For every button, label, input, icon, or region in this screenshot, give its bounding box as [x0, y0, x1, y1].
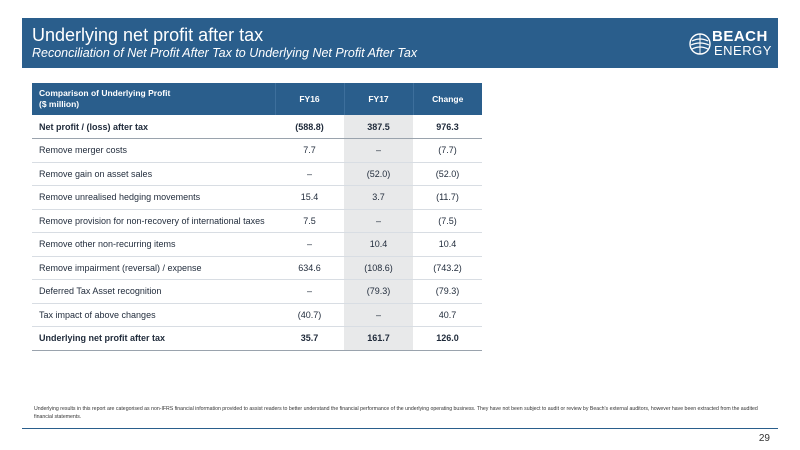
change-value: 40.7: [413, 303, 482, 327]
header-label: Comparison of Underlying Profit ($ milli…: [32, 83, 276, 115]
column-header-fy16: FY16: [275, 83, 345, 115]
table-row: Remove other non-recurring items – 10.4 …: [32, 232, 482, 257]
fy17-value: (52.0): [344, 162, 413, 186]
fy17-value: –: [344, 303, 413, 327]
change-value: (52.0): [413, 162, 482, 186]
fy16-value: 15.4: [275, 185, 344, 210]
page-subtitle: Reconciliation of Net Profit After Tax t…: [32, 46, 418, 60]
fy16-value: 7.5: [275, 209, 344, 233]
fy17-value: (108.6): [344, 256, 413, 280]
table-row: Remove impairment (reversal) / expense 6…: [32, 256, 482, 280]
fy16-value: –: [275, 279, 344, 304]
header-label-line1: Comparison of Underlying Profit: [39, 88, 171, 98]
title-banner: Underlying net profit after tax Reconcil…: [22, 18, 778, 68]
table-row-total: Underlying net profit after tax 35.7 161…: [32, 326, 482, 351]
row-label: Underlying net profit after tax: [32, 326, 275, 351]
row-label: Net profit / (loss) after tax: [32, 115, 275, 139]
fy17-value: 161.7: [344, 326, 413, 351]
change-value: (11.7): [413, 185, 482, 210]
table-row: Net profit / (loss) after tax (588.8) 38…: [32, 115, 482, 139]
row-label: Remove unrealised hedging movements: [32, 185, 275, 210]
change-value: (7.5): [413, 209, 482, 233]
logo-text-energy: ENERGY: [714, 43, 772, 58]
fy17-value: (79.3): [344, 279, 413, 304]
table-header-row: Comparison of Underlying Profit ($ milli…: [32, 83, 482, 115]
fy16-value: (40.7): [275, 303, 344, 327]
footer-divider: [22, 428, 778, 429]
change-value: (79.3): [413, 279, 482, 304]
row-label: Tax impact of above changes: [32, 303, 275, 327]
row-label: Remove merger costs: [32, 138, 275, 163]
fy16-value: –: [275, 232, 344, 257]
table-row: Deferred Tax Asset recognition – (79.3) …: [32, 279, 482, 304]
logo-text-beach: BEACH: [712, 28, 768, 45]
change-value: 126.0: [413, 326, 482, 351]
table-row: Remove provision for non-recovery of int…: [32, 209, 482, 233]
column-header-change: Change: [413, 83, 482, 115]
fy17-value: 10.4: [344, 232, 413, 257]
fy17-value: –: [344, 209, 413, 233]
fy16-value: –: [275, 162, 344, 186]
globe-logo-icon: [689, 33, 711, 55]
row-label: Deferred Tax Asset recognition: [32, 279, 275, 304]
fy17-value: 3.7: [344, 185, 413, 210]
row-label: Remove other non-recurring items: [32, 232, 275, 257]
change-value: (743.2): [413, 256, 482, 280]
row-label: Remove gain on asset sales: [32, 162, 275, 186]
page-number: 29: [758, 433, 770, 444]
header-label-line2: ($ million): [39, 99, 80, 109]
table-row: Tax impact of above changes (40.7) – 40.…: [32, 303, 482, 327]
table-row: Remove gain on asset sales – (52.0) (52.…: [32, 162, 482, 186]
column-header-fy17: FY17: [344, 83, 414, 115]
fy16-value: 7.7: [275, 138, 344, 163]
fy16-value: 634.6: [275, 256, 344, 280]
underlying-profit-table: Comparison of Underlying Profit ($ milli…: [32, 83, 482, 351]
row-label: Remove provision for non-recovery of int…: [32, 209, 275, 233]
fy16-value: (588.8): [275, 115, 344, 139]
fy16-value: 35.7: [275, 326, 344, 351]
row-label: Remove impairment (reversal) / expense: [32, 256, 275, 280]
table-row: Remove unrealised hedging movements 15.4…: [32, 185, 482, 210]
fy17-value: 387.5: [344, 115, 413, 139]
change-value: 976.3: [413, 115, 482, 139]
change-value: (7.7): [413, 138, 482, 163]
change-value: 10.4: [413, 232, 482, 257]
table-row: Remove merger costs 7.7 – (7.7): [32, 138, 482, 163]
fy17-value: –: [344, 138, 413, 163]
page-title: Underlying net profit after tax: [32, 25, 264, 45]
beach-energy-logo: BEACH ENERGY: [688, 28, 774, 62]
footnote-disclaimer: Underlying results in this report are ca…: [34, 406, 758, 420]
